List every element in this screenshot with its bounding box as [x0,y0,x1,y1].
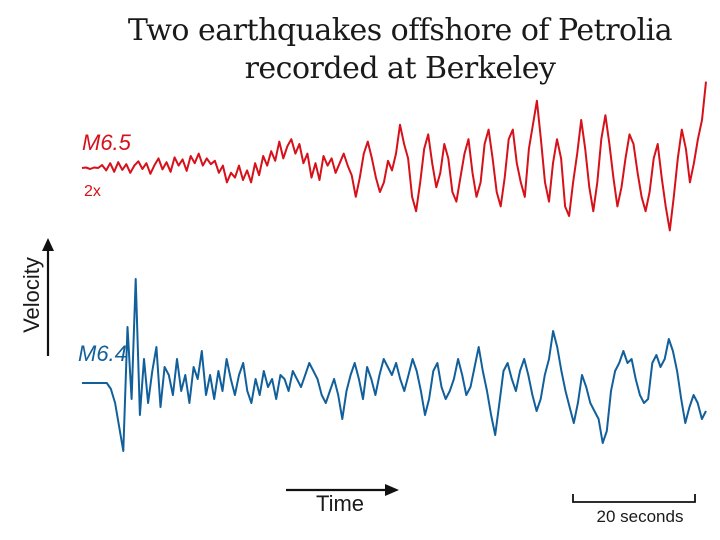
series-label-m6-5: M6.5 [82,130,131,155]
trace-m6-5 [81,81,707,232]
y-axis-arrow-head [42,238,54,251]
scale-bar-label: 20 seconds [596,507,684,526]
x-axis-arrow-head [385,484,399,496]
x-axis-label: Time [315,491,365,516]
chart-title-line1: Two earthquakes offshore of Petrolia [127,13,673,48]
series-label-m6-4: M6.4 [78,341,127,366]
series-scale-note: 2x [84,183,101,200]
trace-m6-4 [82,278,707,452]
scale-bar [572,494,696,503]
chart-title-line2: recorded at Berkeley [244,51,556,86]
y-axis-label: Velocity [19,257,44,333]
